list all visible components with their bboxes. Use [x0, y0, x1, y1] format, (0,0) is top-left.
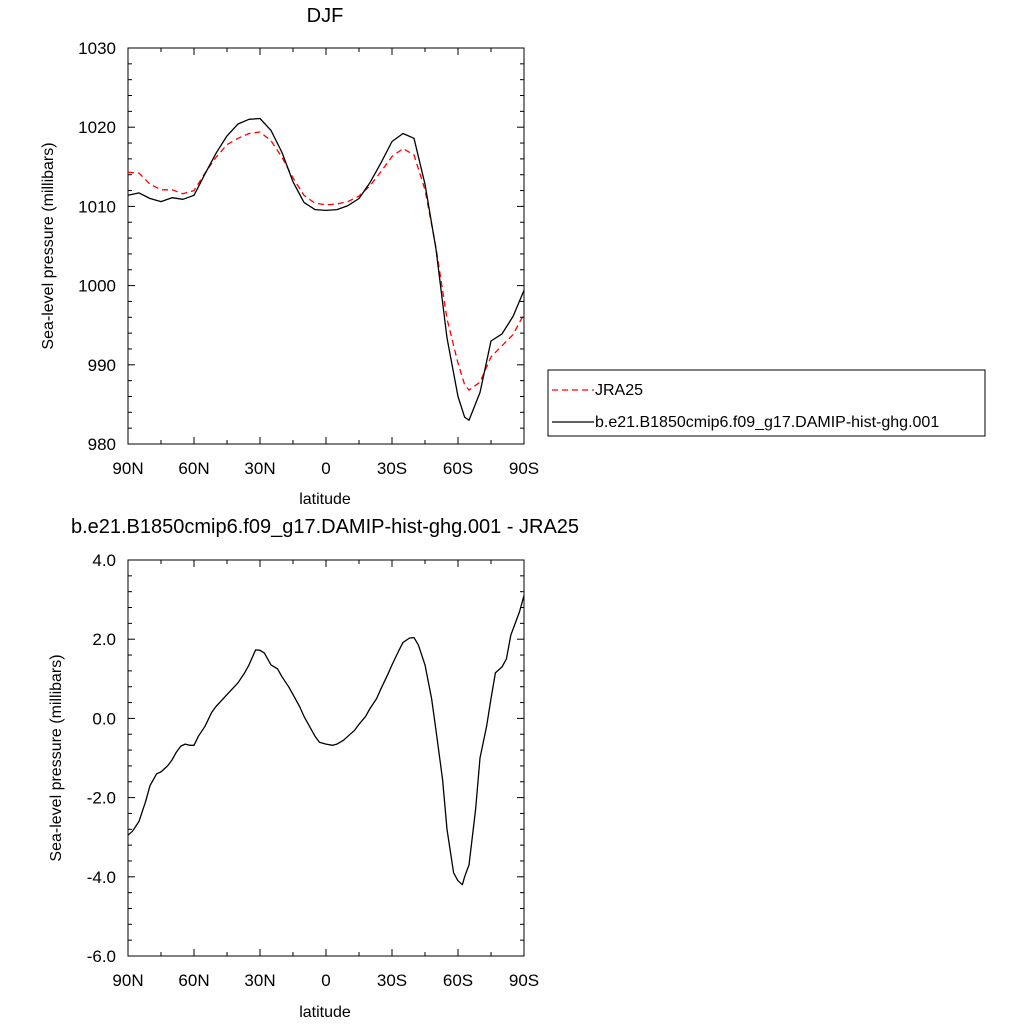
chart-title: DJF — [307, 5, 344, 27]
ticks-layer: 90N 60N 30N 0 30S 60S 90S 980 990 1000 1010 1020 103… — [78, 39, 539, 478]
y-axis-title: Sea-level pressure (millibars) — [48, 654, 65, 861]
y-tick-label: 990 — [88, 356, 116, 375]
x-tick-label: 90S — [509, 459, 539, 478]
ticks-layer: 90N 60N 30N 0 30S 60S 90S -6.0 -4.0 -2.0 0.0 2.0 4.0 — [87, 551, 539, 990]
legend: JRA25 b.e21.B1850cmip6.f09_g17.DAMIP-his… — [547, 369, 986, 437]
y-tick-label: 980 — [88, 435, 116, 454]
legend-box — [547, 369, 986, 437]
x-tick-label: 60N — [178, 459, 209, 478]
chart-panel-top: DJF 90N 60N 30N 0 30S 60S 90S 980 990 1000 1010 102… — [40, 5, 986, 508]
series-layer — [127, 117, 525, 421]
y-tick-label: -4.0 — [87, 868, 116, 887]
y-tick-label: 1020 — [78, 118, 116, 137]
y-axis-title: Sea-level pressure (millibars) — [40, 142, 57, 349]
y-tick-label: -2.0 — [87, 789, 116, 808]
x-axis-title: latitude — [299, 1004, 351, 1021]
y-tick-label: -6.0 — [87, 947, 116, 966]
y-tick-label: 4.0 — [92, 551, 116, 570]
x-tick-label: 30N — [244, 459, 275, 478]
legend-label-model: b.e21.B1850cmip6.f09_g17.DAMIP-hist-ghg.… — [595, 414, 939, 431]
x-axis-title: latitude — [299, 491, 351, 508]
series-line-jra25 — [127, 131, 525, 391]
y-tick-label: 0.0 — [92, 709, 116, 728]
x-tick-label: 0 — [321, 971, 330, 990]
plot-area — [127, 559, 525, 957]
plot-area — [127, 47, 525, 445]
x-tick-label: 60S — [443, 459, 473, 478]
x-tick-label: 30S — [377, 971, 407, 990]
legend-label-jra25: JRA25 — [595, 382, 643, 399]
y-tick-label: 1000 — [78, 277, 116, 296]
x-tick-label: 90S — [509, 971, 539, 990]
x-tick-label: 30N — [244, 971, 275, 990]
chart-title: b.e21.B1850cmip6.f09_g17.DAMIP-hist-ghg.… — [71, 516, 579, 538]
x-tick-label: 90N — [112, 459, 143, 478]
series-line-model — [127, 117, 525, 421]
x-tick-label: 30S — [377, 459, 407, 478]
y-tick-label: 2.0 — [92, 630, 116, 649]
series-layer — [127, 595, 525, 886]
y-tick-label: 1010 — [78, 197, 116, 216]
x-tick-label: 60N — [178, 971, 209, 990]
x-tick-label: 90N — [112, 971, 143, 990]
y-tick-label: 1030 — [78, 39, 116, 58]
chart-panel-bottom: b.e21.B1850cmip6.f09_g17.DAMIP-hist-ghg.… — [48, 516, 579, 1021]
x-tick-label: 60S — [443, 971, 473, 990]
x-tick-label: 0 — [321, 459, 330, 478]
series-line-difference — [127, 595, 525, 886]
